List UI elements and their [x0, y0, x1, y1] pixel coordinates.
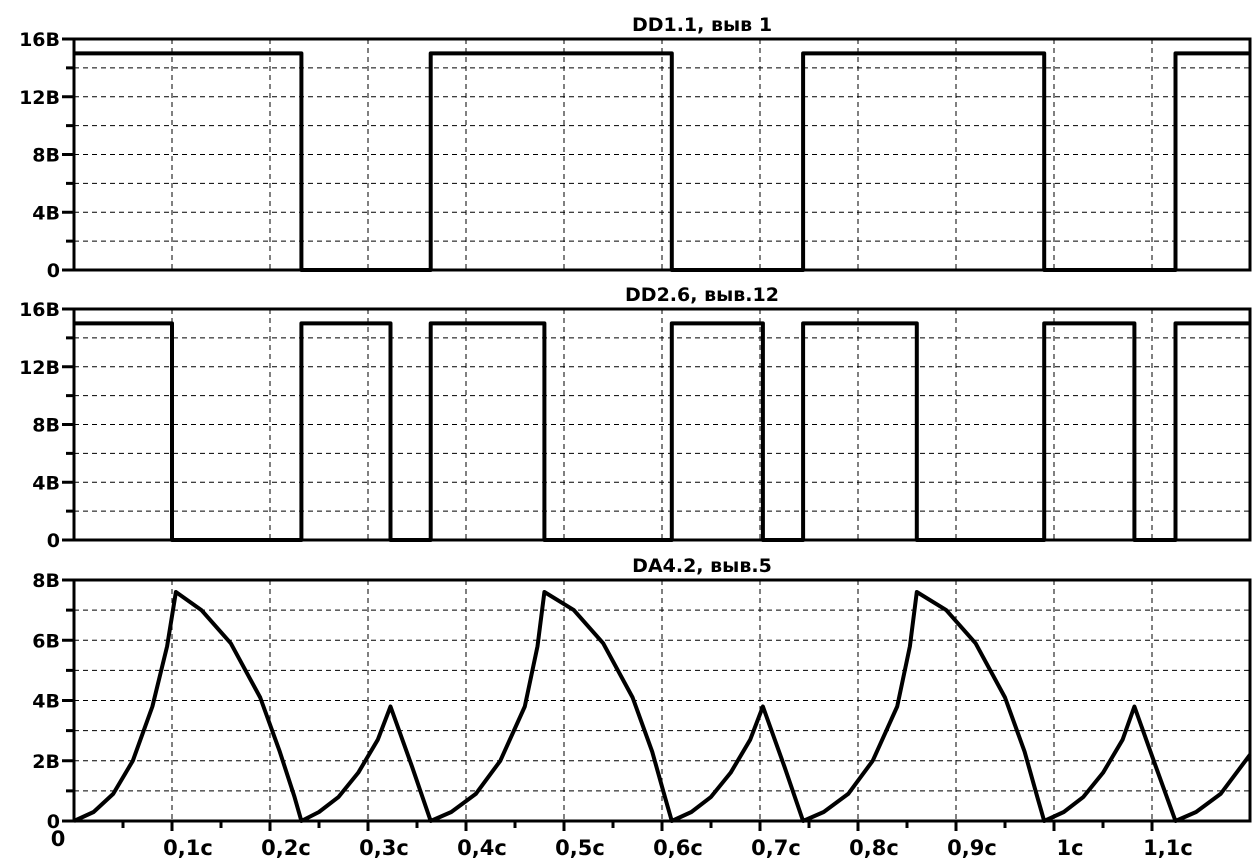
- panel-3: DA4.2, выв.5 8В 6В 4В 2В 00 0,1с 0,2с 0,3с 0,4с 0,…: [32, 555, 1252, 860]
- signal-trace: [73, 590, 1252, 823]
- y-tick-label: 2В: [32, 751, 60, 773]
- panel-title: DA4.2, выв.5: [632, 555, 772, 577]
- y-tick-label: 12В: [19, 87, 60, 109]
- y-tick-label: 8В: [32, 145, 60, 167]
- x-tick-label: 1,1с: [1143, 836, 1193, 860]
- y-tick-label: 0: [47, 530, 60, 552]
- plot-frame: [72, 37, 1252, 272]
- y-tick-label: 8В: [32, 570, 60, 592]
- y-tick-label: 16В: [19, 299, 60, 321]
- panel-title: DD2.6, выв.12: [625, 284, 779, 306]
- x-tick-label: 1с: [1056, 836, 1083, 860]
- y-tick-label: 6В: [32, 630, 60, 652]
- signal-trace: [74, 51, 1250, 272]
- x-tick-label: 0,1с: [163, 836, 213, 860]
- signal-trace: [74, 321, 1250, 542]
- y-tick-label: 8В: [32, 415, 60, 437]
- x-tick-label: 0: [51, 827, 66, 851]
- panel-1: DD1.1, выв 1 16В 12В 8В 4В 0: [19, 14, 1252, 282]
- y-tick-label: 4В: [32, 691, 60, 713]
- x-tick-label: 0,3с: [359, 836, 409, 860]
- x-tick-label: 0,6с: [653, 836, 703, 860]
- x-tick-label: 0,8с: [849, 836, 899, 860]
- x-tick-label: 0,7с: [751, 836, 801, 860]
- y-tick-label: 12В: [19, 357, 60, 379]
- y-tick-label: 0: [47, 811, 60, 833]
- x-tick-label: 0,4с: [457, 836, 507, 860]
- x-tick-label: 0,5с: [555, 836, 605, 860]
- y-tick-label: 4В: [32, 202, 60, 224]
- panel-2: DD2.6, выв.12 16В 12В 8В 4В 0: [19, 284, 1252, 552]
- x-tick-label: 0,2с: [261, 836, 311, 860]
- y-tick-label: 4В: [32, 472, 60, 494]
- panel-title: DD1.1, выв 1: [632, 14, 772, 36]
- x-tick-label: 0,9с: [947, 836, 997, 860]
- y-tick-label: 0: [47, 260, 60, 282]
- y-tick-label: 16В: [19, 29, 60, 51]
